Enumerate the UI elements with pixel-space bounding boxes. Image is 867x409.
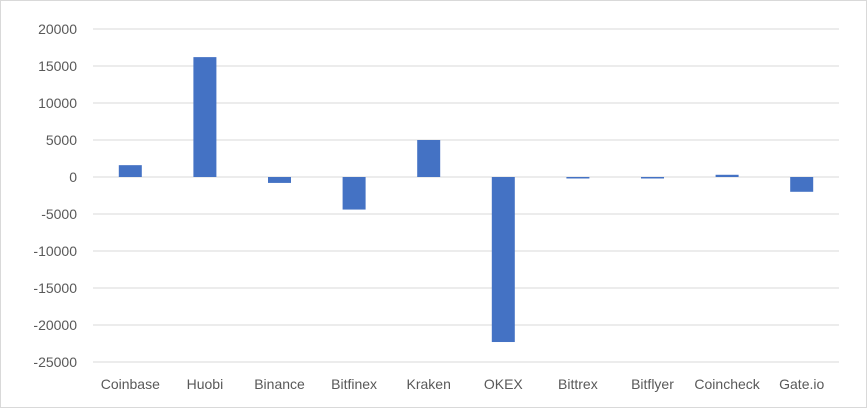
x-tick-label: Bitfinex: [331, 376, 377, 392]
y-tick-label: -25000: [33, 354, 77, 370]
x-tick-label: Coinbase: [101, 376, 160, 392]
bar-coinbase: [118, 165, 142, 177]
y-tick-label: 15000: [38, 58, 77, 74]
y-tick-label: 0: [69, 169, 77, 185]
bar-gate-io: [790, 177, 814, 192]
y-tick-label: 5000: [46, 132, 77, 148]
x-tick-label: Gate.io: [779, 376, 824, 392]
x-tick-label: OKEX: [484, 376, 524, 392]
x-tick-label: Huobi: [187, 376, 224, 392]
bar-bittrex: [566, 177, 590, 179]
y-tick-label: 10000: [38, 95, 77, 111]
gridlines: [93, 28, 839, 363]
bar-kraken: [417, 140, 441, 177]
bar-binance: [268, 177, 291, 183]
bar-huobi: [193, 57, 217, 178]
x-tick-label: Bittrex: [558, 376, 598, 392]
y-tick-label: -5000: [41, 206, 77, 222]
y-tick-label: 20000: [38, 21, 77, 37]
bar-coincheck: [715, 174, 739, 177]
bar-bitflyer: [641, 177, 664, 179]
x-axis-tick-labels: Coinbase Huobi Binance Bitfinex Kraken OKEX Bi…: [101, 376, 825, 392]
x-tick-label: Kraken: [407, 376, 451, 392]
y-tick-label: -15000: [33, 280, 77, 296]
y-tick-label: -20000: [33, 317, 77, 333]
x-tick-label: Bitflyer: [631, 376, 674, 392]
x-tick-label: Binance: [254, 376, 305, 392]
bar-okex: [491, 177, 515, 343]
bars: [118, 57, 814, 343]
bar-bitfinex: [342, 177, 366, 210]
x-tick-label: Coincheck: [694, 376, 760, 392]
y-axis-tick-labels: 20000 15000 10000 5000 0 -5000 -10000 -15000 -20…: [33, 21, 77, 370]
y-tick-label: -10000: [33, 243, 77, 259]
